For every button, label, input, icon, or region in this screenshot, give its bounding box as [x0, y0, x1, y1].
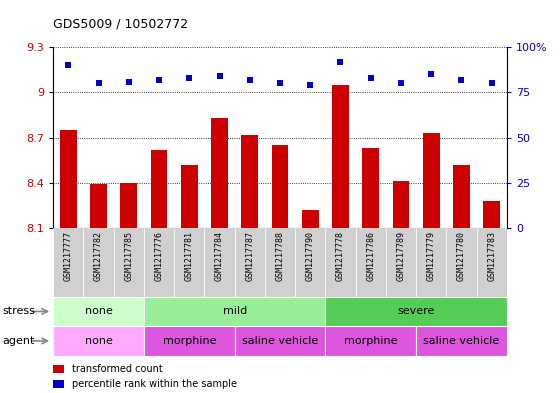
- Text: severe: severe: [398, 307, 435, 316]
- Text: GSM1217776: GSM1217776: [155, 231, 164, 281]
- Text: saline vehicle: saline vehicle: [423, 336, 500, 346]
- Bar: [265, 228, 295, 297]
- Bar: [181, 165, 198, 228]
- Bar: [356, 228, 386, 297]
- Bar: [362, 148, 379, 228]
- Text: stress: stress: [3, 307, 36, 316]
- Bar: [325, 228, 356, 297]
- Bar: [235, 326, 325, 356]
- Text: GSM1217790: GSM1217790: [306, 231, 315, 281]
- Text: GSM1217788: GSM1217788: [276, 231, 284, 281]
- Bar: [53, 365, 64, 373]
- Bar: [241, 134, 258, 228]
- Point: [94, 80, 103, 86]
- Text: GSM1217779: GSM1217779: [427, 231, 436, 281]
- Point: [487, 80, 496, 86]
- Text: GSM1217780: GSM1217780: [457, 231, 466, 281]
- Point: [427, 71, 436, 77]
- Bar: [53, 380, 64, 388]
- Bar: [83, 228, 114, 297]
- Bar: [416, 228, 446, 297]
- Bar: [332, 85, 349, 228]
- Text: GSM1217785: GSM1217785: [124, 231, 133, 281]
- Bar: [120, 183, 137, 228]
- Bar: [144, 297, 325, 326]
- Point: [215, 73, 224, 79]
- Text: GSM1217782: GSM1217782: [94, 231, 103, 281]
- Text: GSM1217778: GSM1217778: [336, 231, 345, 281]
- Bar: [453, 165, 470, 228]
- Text: none: none: [85, 336, 113, 346]
- Text: percentile rank within the sample: percentile rank within the sample: [72, 379, 237, 389]
- Text: agent: agent: [3, 336, 35, 346]
- Bar: [302, 210, 319, 228]
- Text: GSM1217789: GSM1217789: [396, 231, 405, 281]
- Bar: [144, 228, 174, 297]
- Bar: [295, 228, 325, 297]
- Text: GSM1217777: GSM1217777: [64, 231, 73, 281]
- Text: GSM1217787: GSM1217787: [245, 231, 254, 281]
- Text: GSM1217783: GSM1217783: [487, 231, 496, 281]
- Point: [457, 77, 466, 83]
- Bar: [174, 228, 204, 297]
- Text: none: none: [85, 307, 113, 316]
- Point: [64, 62, 73, 68]
- Bar: [211, 118, 228, 228]
- Text: mild: mild: [222, 307, 247, 316]
- Point: [124, 78, 133, 84]
- Bar: [386, 228, 416, 297]
- Bar: [423, 133, 440, 228]
- Point: [336, 59, 345, 65]
- Bar: [151, 150, 167, 228]
- Text: GSM1217781: GSM1217781: [185, 231, 194, 281]
- Bar: [393, 181, 409, 228]
- Bar: [325, 326, 416, 356]
- Text: morphine: morphine: [344, 336, 398, 346]
- Bar: [90, 184, 107, 228]
- Bar: [483, 201, 500, 228]
- Text: GSM1217784: GSM1217784: [215, 231, 224, 281]
- Point: [155, 77, 164, 83]
- Point: [185, 75, 194, 81]
- Point: [245, 77, 254, 83]
- Text: transformed count: transformed count: [72, 364, 162, 374]
- Bar: [446, 228, 477, 297]
- Point: [366, 75, 375, 81]
- Bar: [204, 228, 235, 297]
- Point: [276, 80, 284, 86]
- Bar: [53, 228, 83, 297]
- Bar: [235, 228, 265, 297]
- Bar: [325, 297, 507, 326]
- Bar: [272, 145, 288, 228]
- Point: [306, 82, 315, 88]
- Text: GSM1217786: GSM1217786: [366, 231, 375, 281]
- Text: saline vehicle: saline vehicle: [242, 336, 318, 346]
- Bar: [114, 228, 144, 297]
- Bar: [53, 326, 144, 356]
- Text: GDS5009 / 10502772: GDS5009 / 10502772: [53, 18, 188, 31]
- Text: morphine: morphine: [162, 336, 216, 346]
- Bar: [144, 326, 235, 356]
- Bar: [53, 297, 144, 326]
- Point: [396, 80, 405, 86]
- Bar: [60, 130, 77, 228]
- Bar: [477, 228, 507, 297]
- Bar: [416, 326, 507, 356]
